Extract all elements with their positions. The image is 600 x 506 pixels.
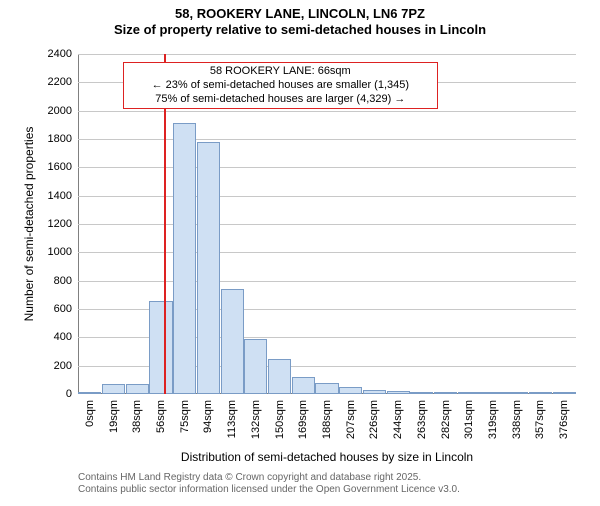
title-line1: 58, ROOKERY LANE, LINCOLN, LN6 7PZ: [175, 6, 425, 21]
x-axis-title: Distribution of semi-detached houses by …: [78, 450, 576, 464]
y-tick-label: 1600: [38, 161, 72, 173]
y-axis-title: Number of semi-detached properties: [22, 54, 36, 394]
footer-line1: Contains HM Land Registry data © Crown c…: [78, 472, 421, 483]
x-tick-label: 19sqm: [108, 400, 120, 433]
x-tick-label: 319sqm: [487, 400, 499, 439]
histogram-bar: [387, 391, 410, 394]
histogram-bar: [173, 123, 196, 394]
annotation-line2: ← 23% of semi-detached houses are smalle…: [152, 79, 409, 91]
x-tick-label: 113sqm: [226, 400, 238, 438]
y-tick-label: 2000: [38, 105, 72, 117]
histogram-bar: [410, 392, 433, 394]
footer-line2: Contains public sector information licen…: [78, 484, 460, 495]
histogram-bar: [149, 301, 172, 395]
x-tick-label: 188sqm: [321, 400, 333, 439]
x-tick-label: 338sqm: [511, 400, 523, 439]
histogram-bar: [458, 392, 481, 394]
x-tick-label: 150sqm: [274, 400, 286, 439]
histogram-bar: [244, 339, 267, 394]
histogram-bar: [102, 384, 125, 394]
x-tick-label: 132sqm: [250, 400, 262, 439]
x-tick-label: 301sqm: [463, 400, 475, 439]
histogram-bar: [505, 392, 528, 394]
chart-title: 58, ROOKERY LANE, LINCOLN, LN6 7PZ Size …: [0, 6, 600, 39]
histogram-bar: [126, 384, 149, 394]
y-tick-label: 800: [38, 275, 72, 287]
histogram-bar: [197, 142, 220, 394]
y-tick-label: 1800: [38, 133, 72, 145]
x-tick-label: 75sqm: [179, 400, 191, 433]
histogram-bar: [529, 392, 552, 394]
y-tick-label: 400: [38, 331, 72, 343]
histogram-bar: [292, 377, 315, 394]
x-tick-label: 38sqm: [131, 400, 143, 433]
y-tick-label: 1400: [38, 190, 72, 202]
y-tick-label: 2400: [38, 48, 72, 60]
annotation-box: 58 ROOKERY LANE: 66sqm ← 23% of semi-deta…: [123, 62, 438, 109]
histogram-bar: [78, 392, 101, 394]
histogram-bar: [481, 392, 504, 394]
annotation-line1: 58 ROOKERY LANE: 66sqm: [210, 65, 351, 77]
title-line2: Size of property relative to semi-detach…: [114, 22, 486, 37]
annotation-line3: 75% of semi-detached houses are larger (…: [155, 93, 405, 105]
y-tick-label: 1000: [38, 246, 72, 258]
y-tick-label: 2200: [38, 76, 72, 88]
histogram-bar: [553, 392, 576, 394]
histogram-bar: [268, 359, 291, 394]
x-tick-label: 226sqm: [368, 400, 380, 439]
x-tick-label: 0sqm: [84, 400, 96, 427]
histogram-bar: [221, 289, 244, 394]
x-tick-label: 56sqm: [155, 400, 167, 433]
x-tick-label: 94sqm: [202, 400, 214, 433]
histogram-bar: [315, 383, 338, 394]
y-tick-label: 600: [38, 303, 72, 315]
x-tick-label: 282sqm: [440, 400, 452, 439]
x-tick-label: 207sqm: [345, 400, 357, 439]
x-tick-label: 376sqm: [558, 400, 570, 439]
histogram-bar: [434, 392, 457, 394]
x-tick-label: 357sqm: [534, 400, 546, 439]
histogram-bar: [363, 390, 386, 394]
y-tick-label: 1200: [38, 218, 72, 230]
x-tick-label: 169sqm: [297, 400, 309, 439]
y-tick-label: 200: [38, 360, 72, 372]
y-tick-label: 0: [38, 388, 72, 400]
footer: Contains HM Land Registry data © Crown c…: [78, 472, 460, 496]
x-tick-label: 263sqm: [416, 400, 428, 439]
histogram-bar: [339, 387, 362, 394]
x-tick-label: 244sqm: [392, 400, 404, 439]
